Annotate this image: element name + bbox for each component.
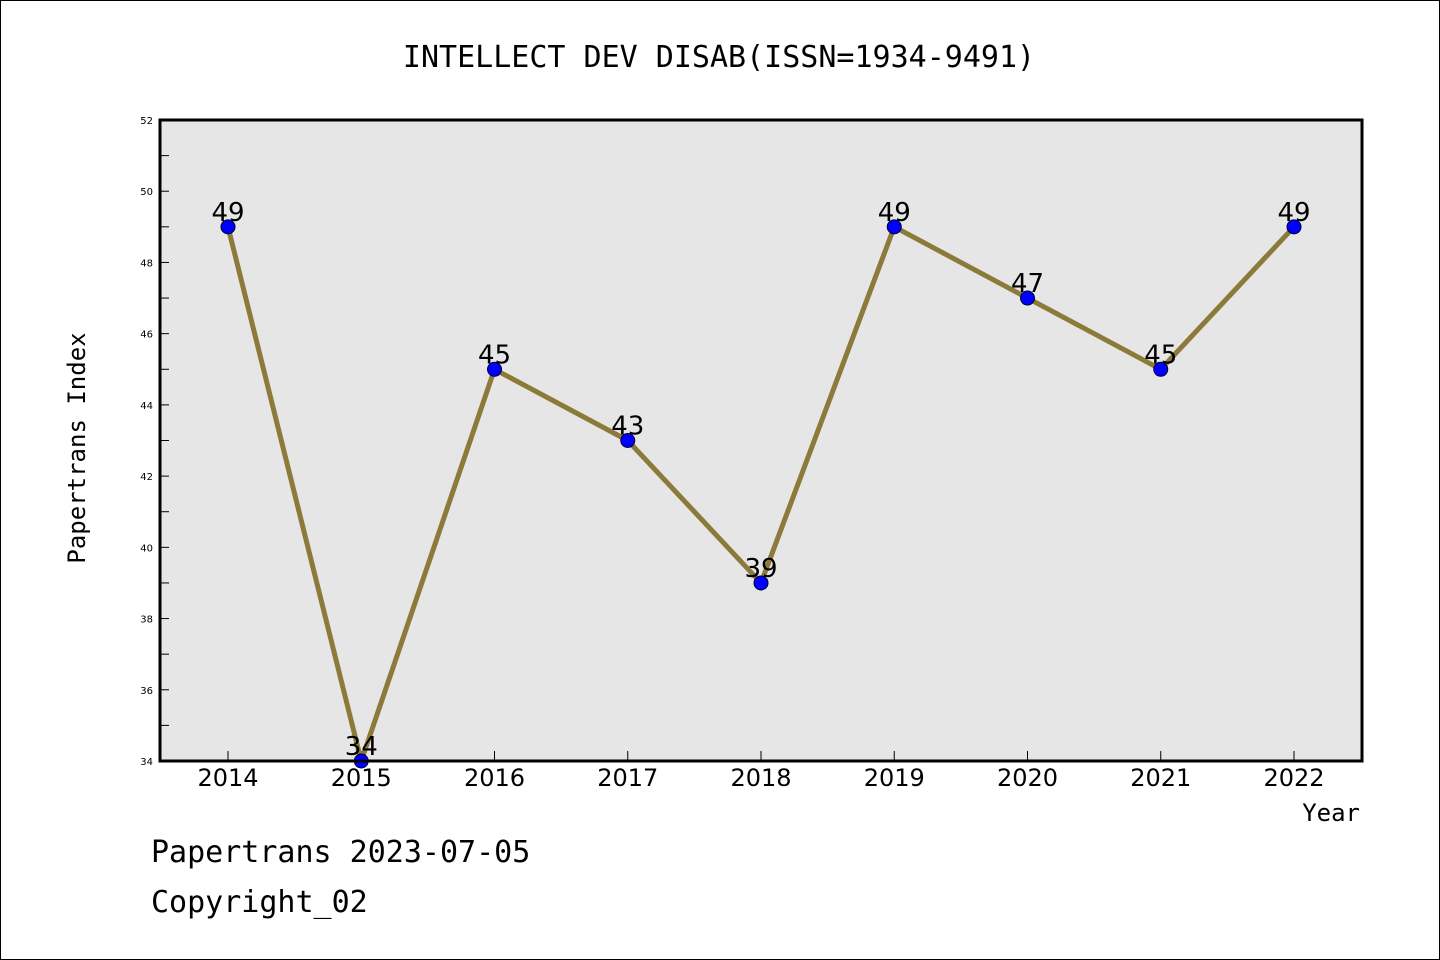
y-tick-label: 48 [140,258,153,269]
data-point-marker [753,575,769,591]
data-label: 45 [1144,340,1177,370]
x-tick-label: 2019 [864,764,925,792]
footer-copyright-text: Copyright_02 [151,885,368,920]
data-point-marker [1286,219,1302,235]
data-label: 47 [1011,269,1044,299]
chart-title: INTELLECT DEV DISAB(ISSN=1934-9491) [403,40,1035,75]
y-tick-label: 46 [140,330,153,341]
x-tick-label: 2016 [464,764,525,792]
data-point-marker [1153,361,1169,377]
data-label: 49 [1277,198,1310,228]
data-markers [220,219,1302,769]
plot-frame [158,118,1364,763]
data-label: 49 [878,198,911,228]
data-label: 34 [345,732,378,762]
footer-date-text: Papertrans 2023-07-05 [151,835,531,870]
x-tick-label: 2021 [1130,764,1191,792]
data-label: 45 [478,340,511,370]
y-tick-label: 50 [140,187,153,198]
data-point-marker [886,219,902,235]
x-tick-label: 2020 [997,764,1058,792]
x-axis-ticks: 2014 2015 2016 2017 2018 2019 2020 2021 2022 [197,751,1325,792]
y-tick-label: 44 [140,401,153,412]
x-tick-label: 2018 [730,764,791,792]
data-point-marker [220,219,236,235]
x-tick-label: 2014 [197,764,258,792]
data-point-marker [1020,290,1035,306]
data-labels: 49 34 45 43 39 49 47 45 49 [211,198,1310,762]
data-point-marker [620,433,636,448]
x-tick-label: 2022 [1263,764,1324,792]
data-label: 39 [744,554,777,584]
y-tick-label: 34 [140,757,153,768]
y-tick-label: 36 [140,686,153,697]
data-label: 49 [211,198,244,228]
data-point-marker [487,361,502,377]
plot-area [160,120,1362,761]
x-tick-label: 2017 [597,764,658,792]
y-tick-label: 38 [140,615,153,626]
x-tick-label: 2015 [331,764,392,792]
x-axis-label: Year [1302,799,1360,827]
y-tick-label: 42 [140,472,153,483]
y-axis-label: Papertrans Index [63,332,91,563]
data-label: 43 [611,412,644,442]
y-tick-label: 40 [140,543,153,554]
y-tick-label: 52 [140,116,153,127]
y-axis-ticks: 34 36 38 40 42 44 46 48 50 52 [140,116,169,768]
